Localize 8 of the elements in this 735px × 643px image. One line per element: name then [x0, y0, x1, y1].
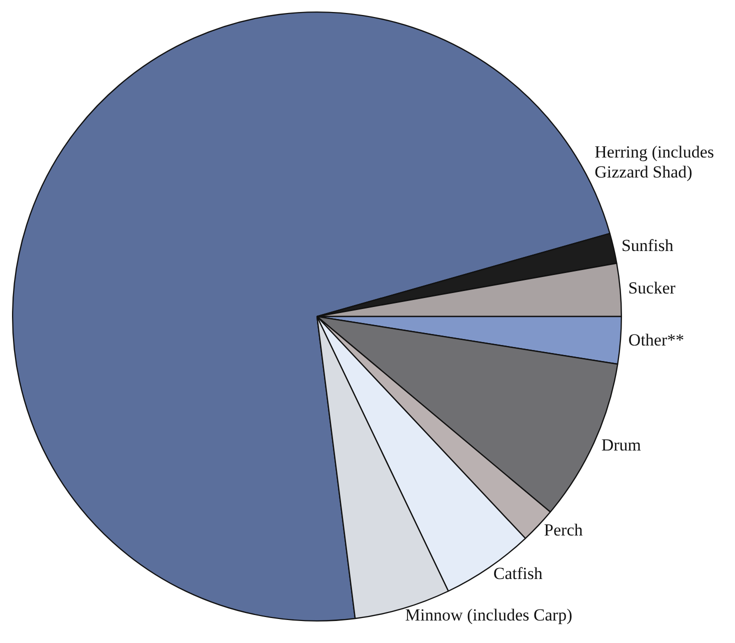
slice-label: Herring (includes Gizzard Shad): [594, 142, 714, 182]
slice-label: Minnow (includes Carp): [405, 606, 572, 625]
slice-label: Sucker: [628, 278, 676, 298]
slice-label: Catfish: [493, 564, 544, 583]
slice-label: Other**: [628, 330, 684, 350]
slice-label: Drum: [601, 435, 641, 454]
slice-label: Sunfish: [621, 236, 674, 255]
slice-label: Perch: [544, 520, 584, 540]
